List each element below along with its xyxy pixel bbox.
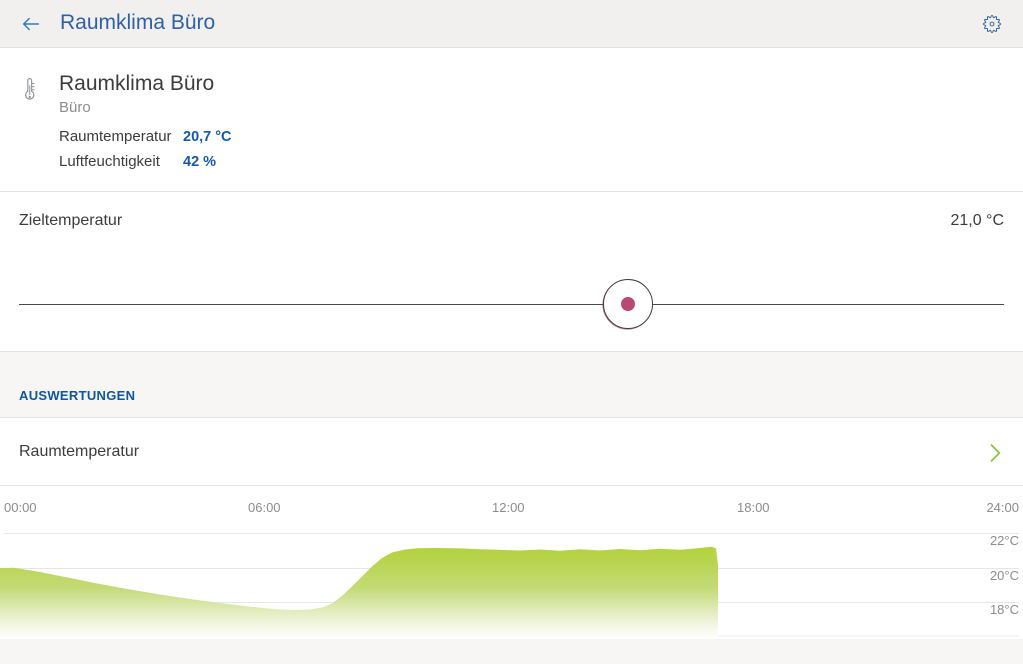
svg-text:22°C: 22°C [990, 533, 1019, 548]
svg-text:18°C: 18°C [990, 602, 1019, 617]
svg-text:20°C: 20°C [990, 568, 1019, 583]
